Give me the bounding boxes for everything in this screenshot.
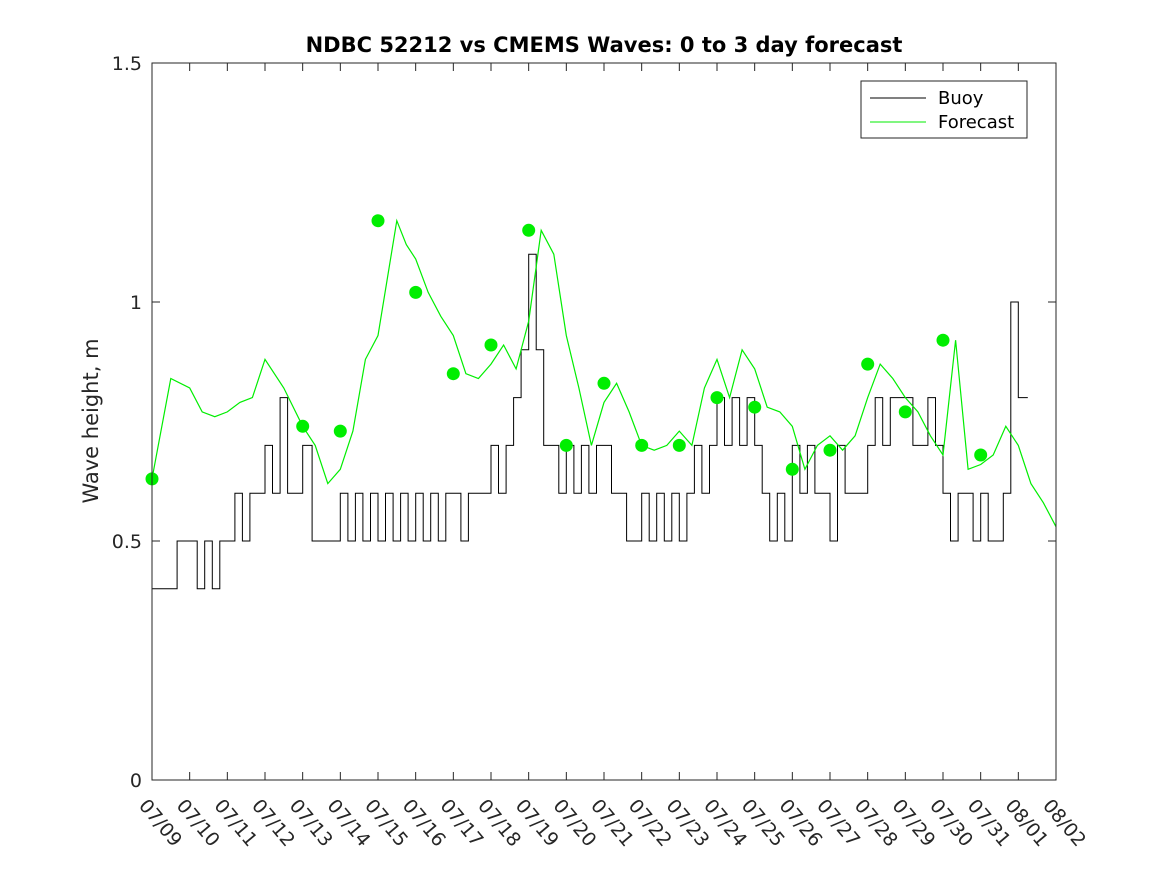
chart-title: NDBC 52212 vs CMEMS Waves: 0 to 3 day fo… xyxy=(306,33,903,57)
forecast-initial-point xyxy=(597,376,611,390)
forecast-initial-point xyxy=(484,338,498,352)
forecast-initial-point xyxy=(974,448,988,462)
forecast-initial-point xyxy=(898,405,912,419)
legend: Buoy Forecast xyxy=(860,80,1028,139)
y-tick-label: 1 xyxy=(130,292,142,314)
forecast-initial-point xyxy=(861,357,875,371)
forecast-initial-point xyxy=(559,438,573,452)
legend-box xyxy=(860,80,1028,139)
forecast-initial-point xyxy=(409,285,423,299)
y-tick-label: 0 xyxy=(130,770,142,792)
forecast-initial-point xyxy=(522,223,536,237)
y-axis-ticks: 0 0.5 1 1.5 xyxy=(112,53,1056,792)
y-axis-label: Wave height, m xyxy=(79,338,103,503)
forecast-initial-point xyxy=(748,400,762,414)
forecast-initial-point xyxy=(296,419,310,433)
forecast-series-line xyxy=(151,218,1057,527)
forecast-initial-point xyxy=(672,438,686,452)
forecast-initial-point xyxy=(823,443,837,457)
buoy-series-line xyxy=(152,253,1028,590)
legend-forecast-label: Forecast xyxy=(938,112,1014,133)
forecast-initial-point xyxy=(371,214,385,228)
forecast-initial-point xyxy=(936,333,950,347)
y-tick-label: 1.5 xyxy=(112,53,142,75)
forecast-initial-point xyxy=(785,462,799,476)
forecast-initial-point xyxy=(333,424,347,438)
legend-buoy-label: Buoy xyxy=(938,88,984,109)
forecast-initial-point xyxy=(635,438,649,452)
forecast-initial-point xyxy=(710,391,724,405)
y-tick-label: 0.5 xyxy=(112,531,142,553)
forecast-initial-point xyxy=(446,367,460,381)
